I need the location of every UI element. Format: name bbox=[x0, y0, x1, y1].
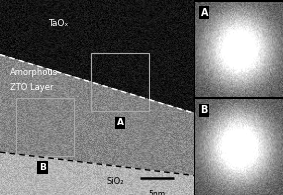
Text: SiO₂: SiO₂ bbox=[107, 177, 124, 186]
Text: A: A bbox=[117, 118, 124, 127]
Text: ZTO Layer: ZTO Layer bbox=[10, 83, 53, 92]
Text: Amorphous: Amorphous bbox=[10, 68, 58, 77]
Text: B: B bbox=[201, 105, 208, 115]
Text: A: A bbox=[201, 8, 208, 18]
Text: TaOₓ: TaOₓ bbox=[48, 19, 69, 28]
Text: 5nm: 5nm bbox=[149, 190, 166, 195]
Text: B: B bbox=[39, 163, 46, 172]
